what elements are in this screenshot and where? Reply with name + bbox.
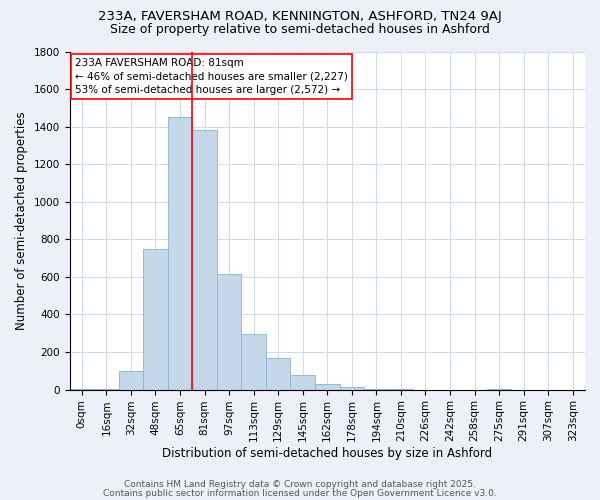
Y-axis label: Number of semi-detached properties: Number of semi-detached properties [15, 111, 28, 330]
Bar [119, 371, 143, 390]
Bar [143, 248, 168, 390]
Text: 233A FAVERSHAM ROAD: 81sqm
← 46% of semi-detached houses are smaller (2,227)
53%: 233A FAVERSHAM ROAD: 81sqm ← 46% of semi… [74, 58, 347, 94]
Bar [364, 388, 389, 390]
Bar [241, 334, 266, 390]
Bar [290, 374, 315, 390]
Text: Contains public sector information licensed under the Open Government Licence v3: Contains public sector information licen… [103, 488, 497, 498]
Bar [94, 388, 119, 390]
Bar [266, 358, 290, 390]
Text: Size of property relative to semi-detached houses in Ashford: Size of property relative to semi-detach… [110, 22, 490, 36]
Bar [217, 274, 241, 390]
Text: 233A, FAVERSHAM ROAD, KENNINGTON, ASHFORD, TN24 9AJ: 233A, FAVERSHAM ROAD, KENNINGTON, ASHFOR… [98, 10, 502, 23]
Bar [389, 388, 413, 390]
Bar [70, 388, 94, 390]
Text: Contains HM Land Registry data © Crown copyright and database right 2025.: Contains HM Land Registry data © Crown c… [124, 480, 476, 489]
Bar [315, 384, 340, 390]
Bar [168, 117, 192, 390]
Bar [192, 130, 217, 390]
Bar [487, 388, 511, 390]
Bar [340, 387, 364, 390]
X-axis label: Distribution of semi-detached houses by size in Ashford: Distribution of semi-detached houses by … [162, 447, 493, 460]
